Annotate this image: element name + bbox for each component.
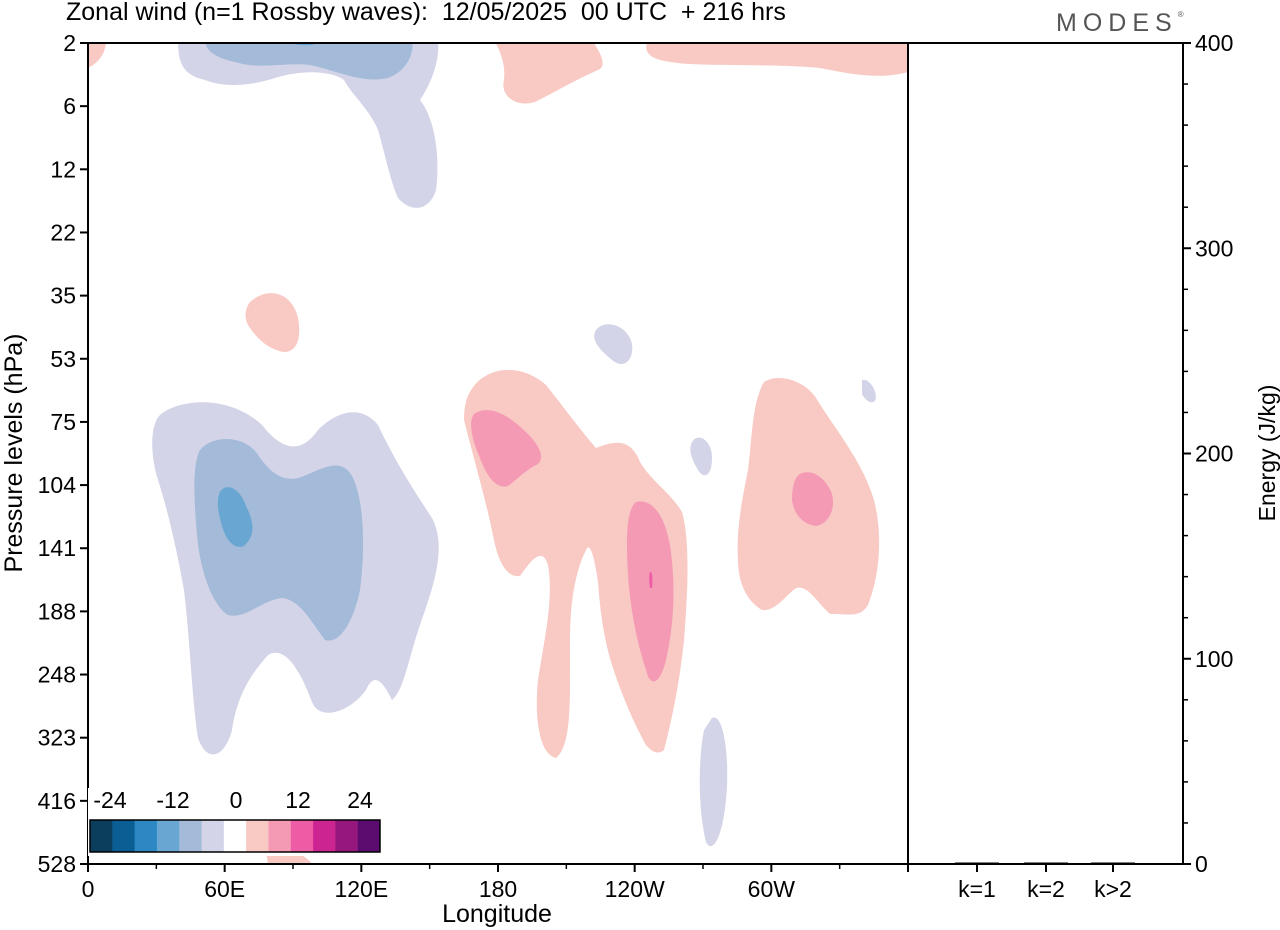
energy-tick-label: 100 [1195,646,1233,672]
energy-tick-label: 200 [1195,441,1233,467]
contour-pos3-top1 [496,43,603,104]
energy-bar [1091,862,1135,864]
colorbar-swatch [134,820,158,852]
y-tick-label: 248 [38,662,76,688]
contour-pos3-topleft [88,43,106,68]
y-tick-label: 75 [50,409,76,435]
contour-neg3-small2 [690,437,712,476]
energy-bars: k=1 k=2 k>2 [955,862,1135,902]
contour-pos3-blob [245,293,300,352]
contour-neg6-top [205,43,413,80]
y-tick-label: 35 [50,283,76,309]
contour-field [88,43,908,864]
x-tick-label: 60W [748,876,796,902]
energy-tick-label: 400 [1195,30,1233,56]
energy-bar [955,862,999,864]
energy-category-label: k=2 [1027,876,1065,902]
colorbar-label: 0 [230,787,243,813]
energy-category-label: k=1 [958,876,996,902]
colorbar-swatch [156,820,180,852]
y-tick-label: 104 [38,472,77,498]
colorbar-swatch [90,820,113,852]
contour-neg12-main [217,487,253,547]
colorbar-swatch [223,820,247,852]
colorbar: -24 -12 0 12 24 [88,787,382,856]
colorbar-swatch [335,820,359,852]
y-axis-label: Pressure levels (hPa) [0,334,28,573]
y-tick-label: 2 [63,30,76,56]
colorbar-swatch [313,820,336,852]
pressure-ticks: 2 6 12 22 35 53 75 104 141 188 248 323 416 528 [38,30,88,877]
y-tick-label: 22 [50,219,76,245]
energy-tick-label: 300 [1195,235,1233,261]
energy-bar [1024,862,1068,864]
y-tick-label: 416 [38,788,76,814]
contour-pos6-a [471,410,542,487]
contour-pos9-core [649,571,653,588]
colorbar-label: 24 [347,787,373,813]
energy-tick-label: 0 [1195,851,1208,877]
colorbar-swatch [112,820,136,852]
colorbar-swatch [201,820,225,852]
contour-neg3-small3 [862,379,876,403]
colorbar-swatch [246,820,269,852]
colorbar-label: -12 [156,787,189,813]
y-tick-label: 12 [50,156,76,182]
y-tick-label: 53 [50,346,76,372]
x-tick-label: 0 [82,876,95,902]
y-tick-label: 188 [38,598,76,624]
contour-neg3-bottom [699,717,728,847]
energy-ticks: 0 100 200 300 400 [1183,30,1233,877]
contour-pos6-c [792,472,834,526]
y-tick-label: 528 [38,851,76,877]
contour-pos3-top2 [646,43,908,76]
x-tick-label: 60E [204,876,245,902]
x-tick-label: 120W [605,876,665,902]
colorbar-border [89,819,381,853]
y-tick-label: 323 [38,725,76,751]
colorbar-label: -24 [93,787,126,813]
contour-pos6-b [626,501,674,682]
chart-title: Zonal wind (n=1 Rossby waves): 12/05/202… [66,0,786,26]
colorbar-swatch [290,820,314,852]
modes-logo: MODES® [1056,9,1184,38]
x-axis-label: Longitude [442,900,552,928]
colorbar-swatch [268,820,292,852]
x-tick-label: 120E [334,876,388,902]
colorbar-swatch [179,820,203,852]
contour-neg3-top [178,43,439,208]
energy-axis-label: Energy (J/kg) [1254,385,1280,522]
colorbar-swatch [357,820,381,852]
contour-neg6-main [194,438,364,641]
x-tick-label: 180 [479,876,517,902]
y-tick-label: 6 [63,93,76,119]
contour-neg3-small1 [594,324,633,365]
logo-text: MODES [1056,9,1178,37]
longitude-ticks: 0 60E 120E 180 120W 60W [82,864,909,902]
energy-category-label: k>2 [1094,876,1132,902]
registered-mark: ® [1177,10,1184,19]
y-tick-label: 141 [38,535,76,561]
colorbar-label: 12 [285,787,311,813]
